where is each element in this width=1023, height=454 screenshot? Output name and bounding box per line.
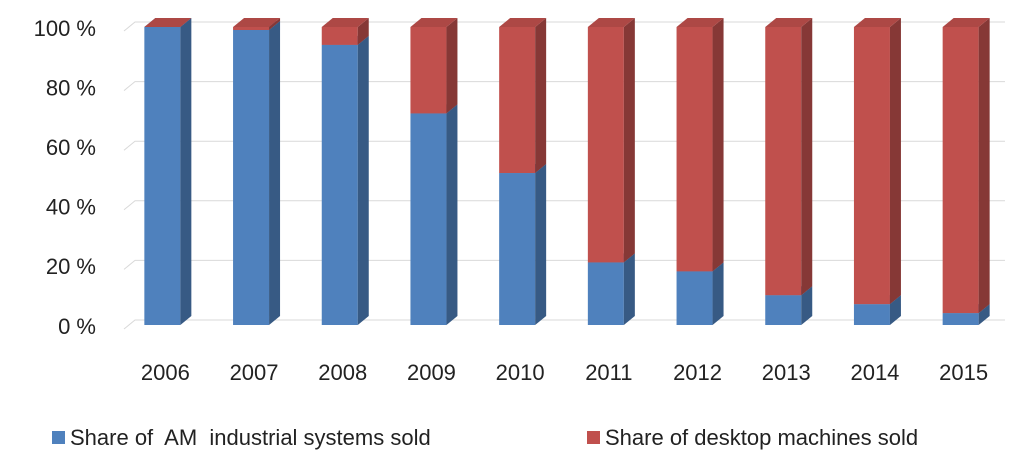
- bar-segment: [853, 18, 901, 305]
- bar-side: [623, 253, 635, 325]
- bar-side: [712, 18, 724, 272]
- bar-side: [269, 18, 281, 30]
- bar-side: [801, 286, 813, 325]
- bar-segment: [144, 18, 192, 325]
- bar-segment: [233, 18, 281, 30]
- bar-top: [765, 18, 813, 27]
- x-tick-label: 2008: [318, 360, 367, 385]
- bar-top: [676, 18, 724, 27]
- bar: [587, 262, 624, 325]
- bar: [233, 27, 270, 30]
- bar-side: [978, 18, 990, 314]
- bar-segment: [410, 18, 458, 114]
- bar-segment: [144, 18, 192, 27]
- y-tick-label: 100 %: [34, 16, 96, 41]
- x-tick-label: 2014: [850, 360, 899, 385]
- bar: [499, 173, 536, 325]
- bar: [410, 27, 447, 114]
- bar-top: [853, 18, 901, 27]
- x-tick-label: 2015: [939, 360, 988, 385]
- bar: [676, 27, 713, 272]
- legend-swatch: [52, 431, 65, 444]
- legend-swatch: [587, 431, 600, 444]
- bar-side: [623, 18, 635, 263]
- legend-label: Share of desktop machines sold: [605, 425, 918, 450]
- bar-segment: [321, 35, 369, 325]
- x-tick-label: 2011: [585, 360, 632, 385]
- bar-top: [942, 18, 990, 27]
- bar: [499, 27, 536, 174]
- bar-side: [446, 104, 458, 325]
- bar-segment: [676, 18, 724, 272]
- bar-segment: [321, 18, 369, 45]
- y-tick-label: 40 %: [46, 195, 96, 220]
- bar-top: [321, 18, 369, 27]
- bar-top: [499, 18, 547, 27]
- x-tick-label: 2009: [407, 360, 456, 385]
- bar: [765, 295, 802, 325]
- y-tick-label: 60 %: [46, 135, 96, 160]
- legend-label: Share of AM industrial systems sold: [70, 425, 431, 450]
- bar: [321, 44, 358, 325]
- bar-side: [357, 18, 369, 45]
- bar-side: [535, 18, 547, 174]
- bar: [410, 113, 447, 325]
- y-tick-label: 80 %: [46, 75, 96, 100]
- x-tick-label: 2013: [762, 360, 811, 385]
- bar-segment: [499, 18, 547, 174]
- bar-segment: [765, 18, 813, 296]
- bar-side: [357, 35, 369, 325]
- x-tick-label: 2010: [496, 360, 545, 385]
- bar-segment: [676, 262, 724, 325]
- bar-side: [446, 18, 458, 114]
- bar: [765, 27, 802, 296]
- bar-side: [889, 18, 901, 305]
- y-tick-label: 20 %: [46, 254, 96, 279]
- bar: [144, 27, 181, 325]
- bar: [233, 29, 270, 325]
- bar-segment: [410, 104, 458, 325]
- bar: [942, 27, 979, 314]
- bar-segment: [942, 18, 990, 314]
- bar-top: [144, 18, 192, 27]
- bar-segment: [587, 18, 635, 263]
- bar-side: [269, 20, 281, 325]
- bar: [853, 304, 890, 325]
- x-tick-label: 2006: [141, 360, 190, 385]
- bar-side: [535, 164, 547, 325]
- bar-side: [801, 18, 813, 296]
- bar-top: [233, 18, 281, 27]
- bar-side: [180, 18, 192, 325]
- bar-segment: [233, 20, 281, 325]
- bar: [942, 313, 979, 325]
- bar-segment: [499, 164, 547, 325]
- bar-side: [712, 262, 724, 325]
- bar-top: [587, 18, 635, 27]
- x-tick-label: 2007: [230, 360, 279, 385]
- bar: [676, 271, 713, 325]
- bar-segment: [587, 253, 635, 325]
- bar-side: [978, 304, 990, 325]
- y-tick-label: 0 %: [58, 314, 96, 339]
- bar-side: [889, 295, 901, 325]
- bar: [321, 27, 358, 45]
- x-tick-label: 2012: [673, 360, 722, 385]
- bar-top: [410, 18, 458, 27]
- bar: [853, 27, 890, 305]
- bar: [587, 27, 624, 263]
